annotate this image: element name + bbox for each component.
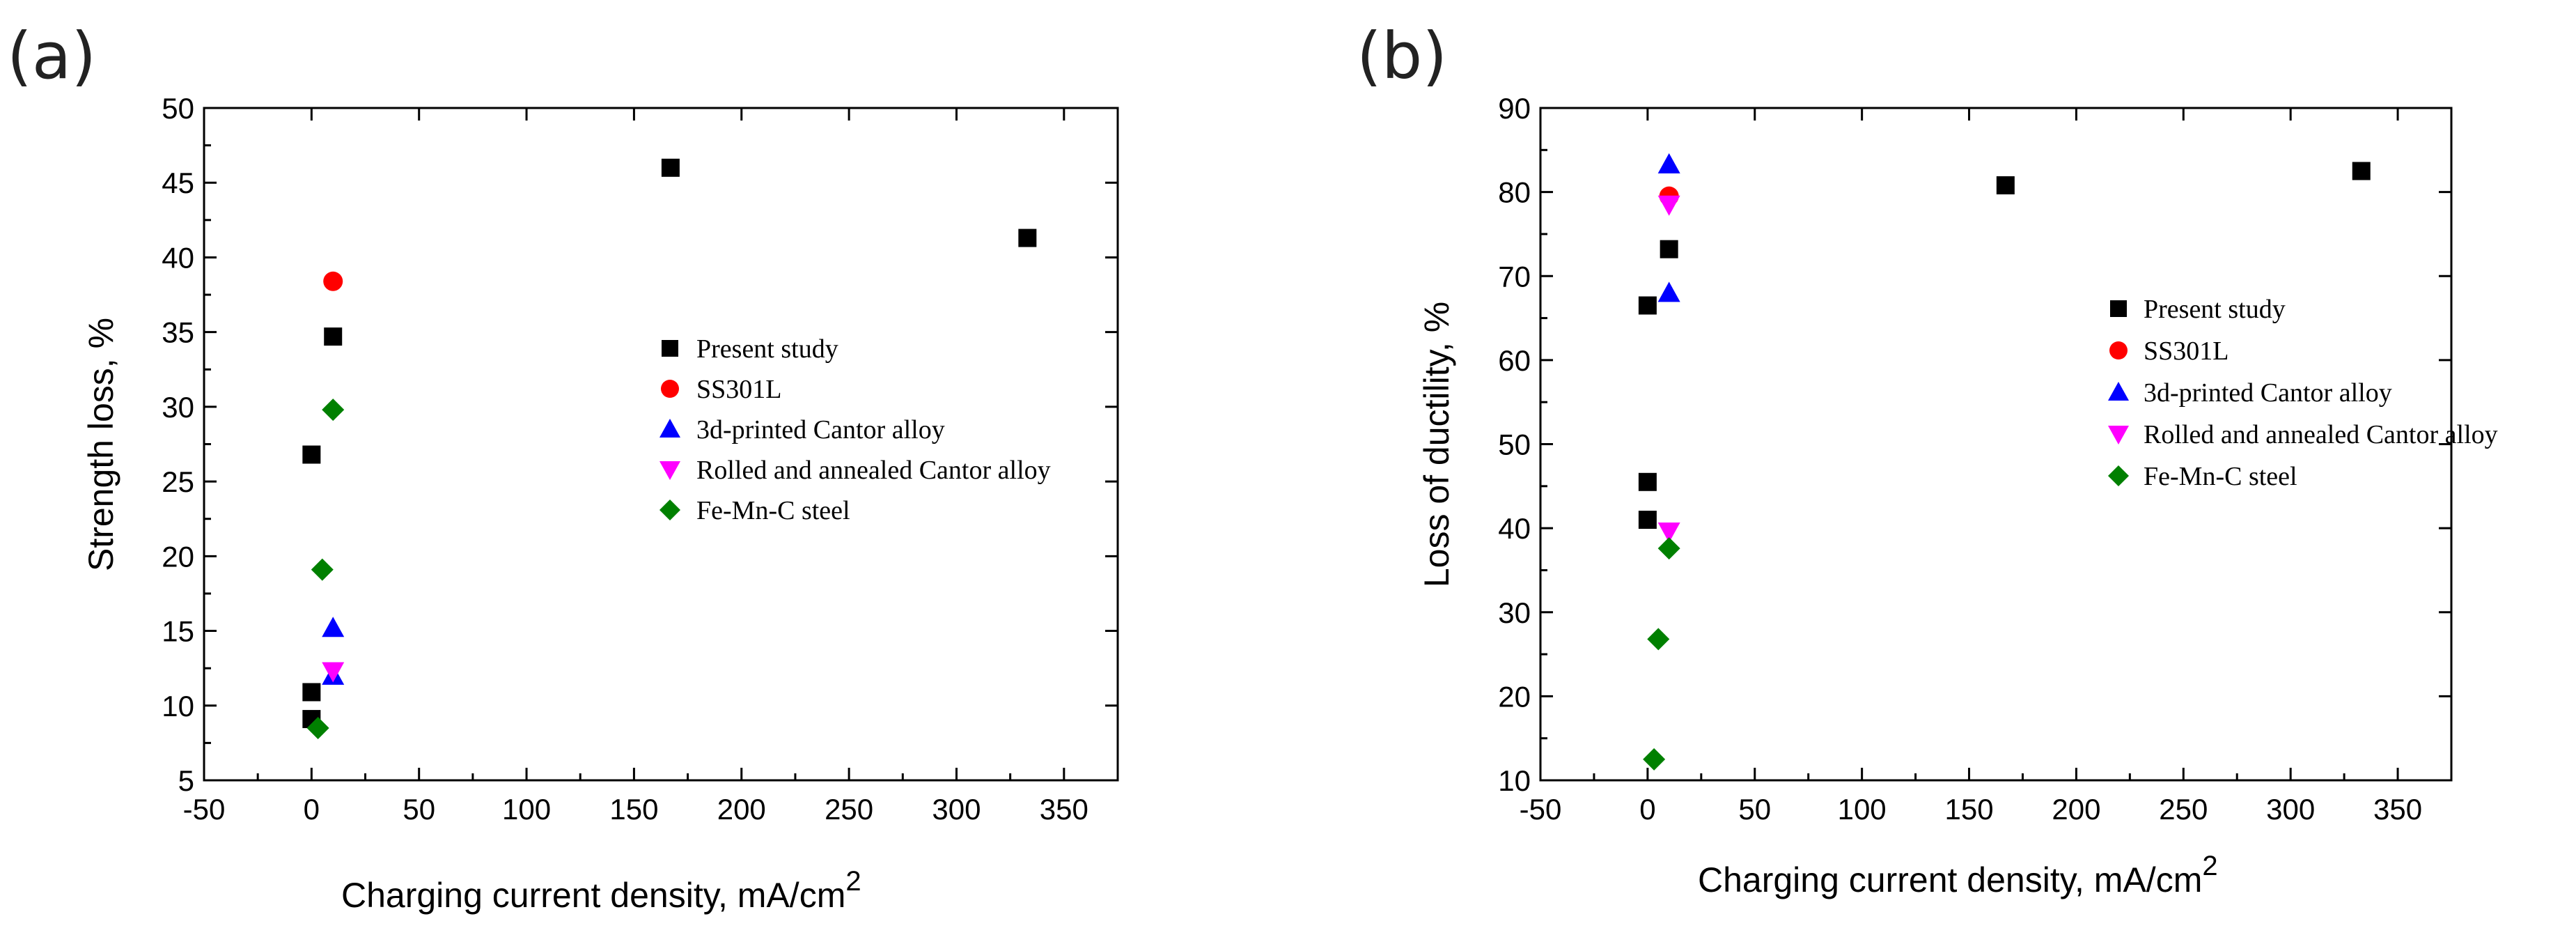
chart-panel-a: (a) Strength loss, % Charging current de… [7,19,1119,915]
y-tick-label: 90 [1498,92,1531,125]
y-tick-label: 25 [162,465,194,498]
y-axis-title: Strength loss, % [81,318,120,571]
x-tick-label: 250 [825,793,873,826]
y-tick-label: 20 [1498,680,1531,713]
data-point [1638,511,1657,529]
legend-marker [662,340,678,357]
legend-label: SS301L [2144,337,2228,366]
data-point [661,158,680,177]
data-point [322,399,345,422]
y-tick-label: 10 [1498,764,1531,797]
data-point [322,617,345,637]
x-axis-title-text: Charging current density, mA/cm [1698,860,2202,899]
legend-label: Fe-Mn-C steel [696,496,850,525]
legend-marker [659,419,680,438]
y-tick-label: 35 [162,316,194,349]
data-point [1657,281,1680,302]
x-tick-label: 0 [1639,793,1655,826]
y-tick-label: 40 [1498,512,1531,545]
legend-marker [2108,382,2129,401]
y-tick-label: 40 [162,241,194,274]
y-tick-label: 10 [162,690,194,722]
x-axis-title: Charging current density, mA/cm2 [341,866,861,915]
legend-label: 3d-printed Cantor alloy [696,415,945,444]
data-point [1657,522,1680,543]
legend-label: SS301L [696,375,781,404]
x-tick-label: 50 [1738,793,1771,826]
data-point [1660,240,1678,258]
x-tick-label: 200 [717,793,766,826]
y-tick-label: 30 [162,391,194,424]
data-point [302,683,321,702]
data-point [1018,229,1037,247]
x-tick-label: 350 [1040,793,1088,826]
x-tick-label: 150 [609,793,658,826]
x-tick-label: 350 [2373,793,2422,826]
x-tick-label: 50 [403,793,435,826]
x-tick-label: 150 [1944,793,1993,826]
legend-label: Present study [696,334,838,364]
x-tick-label: 200 [2052,793,2100,826]
y-tick-label: 5 [178,764,194,797]
legend-marker [661,380,679,398]
data-point [2352,162,2371,180]
x-axis-title-superscript: 2 [845,866,861,897]
legend-label: Rolled and annealed Cantor alloy [2144,420,2498,449]
y-tick-label: 80 [1498,176,1531,209]
y-tick-label: 50 [162,92,194,125]
y-tick-label: 20 [162,540,194,573]
legend-marker [2108,426,2129,444]
legend-label: Rolled and annealed Cantor alloy [696,456,1051,485]
y-tick-label: 70 [1498,260,1531,293]
data-point [1996,176,2015,194]
legend-label: Present study [2144,295,2286,324]
x-tick-label: 250 [2159,793,2208,826]
y-tick-label: 50 [1498,428,1531,461]
legend-marker [2108,465,2129,486]
data-point [1638,472,1657,491]
y-tick-label: 30 [1498,596,1531,629]
x-axis-title-superscript: 2 [2202,851,2217,881]
data-point [1643,748,1666,771]
x-tick-label: 100 [502,793,551,826]
y-tick-label: 45 [162,167,194,199]
data-point [1657,537,1680,560]
data-point [306,716,329,739]
x-axis-title: Charging current density, mA/cm2 [1698,851,2218,899]
legend-label: Fe-Mn-C steel [2144,462,2297,491]
data-point [311,558,334,581]
x-axis-title-text: Charging current density, mA/cm [341,876,845,915]
data-point [1657,195,1680,216]
legend-marker [2109,341,2128,359]
x-tick-label: 100 [1838,793,1887,826]
x-tick-label: -50 [183,793,226,826]
x-tick-label: -50 [1520,793,1562,826]
data-point [1647,628,1670,651]
x-tick-label: 0 [304,793,320,826]
panel-label: (b) [1357,19,1447,93]
legend-marker [2110,300,2127,317]
y-axis-title: Loss of ductility, % [1417,302,1456,587]
data-point [302,445,321,464]
x-tick-label: 300 [932,793,981,826]
legend-marker [659,461,680,480]
data-point [1638,296,1657,315]
y-tick-label: 15 [162,615,194,648]
chart-panel-b: (b) Loss of ductility, % Charging curren… [1357,19,2498,899]
data-point [323,271,343,291]
legend-marker [659,500,680,520]
data-point [324,327,343,346]
data-point [1657,153,1680,173]
x-tick-label: 300 [2266,793,2315,826]
data-point [322,662,345,683]
legend-label: 3d-printed Cantor alloy [2144,378,2392,408]
y-tick-label: 60 [1498,344,1531,377]
panel-label: (a) [7,19,96,93]
